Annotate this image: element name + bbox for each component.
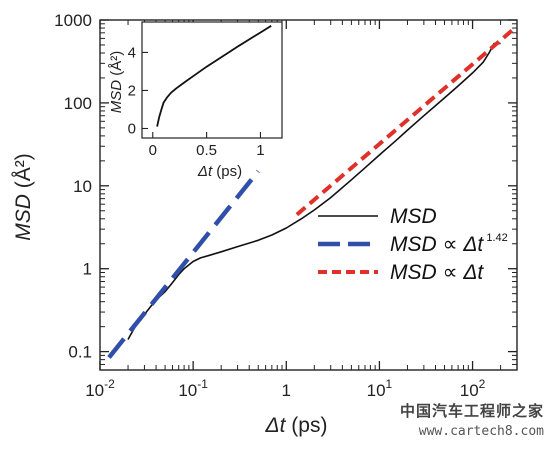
- series-line-0: [127, 42, 501, 340]
- inset-x-tick-label: 1: [256, 142, 264, 159]
- y-tick-label: 1000: [54, 11, 92, 30]
- series-line-2: [295, 28, 515, 217]
- watermark-url: www.cartech8.com: [418, 424, 544, 439]
- legend: MSD MSD ∝ Δt 1.42 MSD ∝ Δt: [318, 205, 508, 284]
- x-axis-title: Δt (ps): [265, 414, 328, 437]
- inset-y-tick-label: 2: [128, 82, 136, 99]
- inset-x-tick-label: 0.5: [196, 142, 217, 159]
- y-tick-label: 1: [83, 260, 92, 279]
- x-tick-label: 102: [460, 377, 486, 400]
- x-tick-label: 10-2: [85, 377, 115, 400]
- inset-y-axis-title: MSD (Å²): [108, 51, 125, 114]
- inset-x-axis-title: Δt (ps): [197, 163, 242, 180]
- legend-entry-1: MSD ∝ Δt 1.42: [390, 232, 508, 256]
- watermark-name: 中国汽车工程师之家: [399, 402, 544, 420]
- inset-frame: [141, 21, 283, 139]
- inset-y-tick-label: 4: [128, 44, 136, 61]
- inset-y-tick-label: 0: [128, 120, 136, 137]
- x-tick-label: 101: [367, 377, 393, 400]
- series-line-1: [107, 169, 260, 359]
- y-tick-label: 100: [64, 94, 92, 113]
- legend-entry-0: MSD: [390, 205, 437, 228]
- inset-plot: 0 0.5 1 0 2 4 Δt (ps) MSD (Å²): [108, 21, 283, 180]
- x-tick-label: 1: [282, 381, 291, 400]
- y-tick-label: 0.1: [68, 343, 92, 362]
- legend-entry-2: MSD ∝ Δt: [390, 261, 484, 284]
- y-axis-title: MSD (Å²): [12, 153, 35, 241]
- x-tick-label: 10-1: [178, 377, 208, 400]
- inset-series-line-0: [156, 25, 272, 127]
- y-tick-label: 10: [73, 177, 92, 196]
- main-plot-frame: [99, 19, 518, 371]
- inset-x-tick-label: 0: [149, 142, 157, 159]
